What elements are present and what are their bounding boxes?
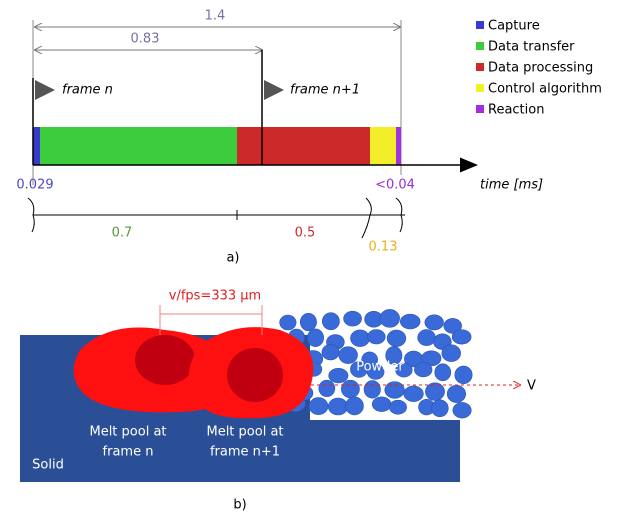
flag-label: frame n [62, 83, 113, 98]
powder-particle [380, 309, 400, 327]
flag-label: frame n+1 [290, 83, 360, 98]
powder-particle [300, 313, 316, 331]
duration-label: <0.04 [375, 178, 415, 193]
powder-particle [453, 402, 471, 418]
span-label: 0.83 [131, 32, 160, 47]
powder-particle [280, 315, 296, 330]
legend-label: Capture [488, 19, 540, 34]
powder-particle [404, 386, 424, 402]
duration-label: 0.7 [112, 226, 133, 241]
solid-label: Solid [32, 458, 64, 473]
powder-particle [447, 385, 466, 402]
powder-particle [452, 330, 471, 345]
powder-particle [319, 380, 335, 396]
legend-swatch [476, 105, 484, 113]
flag [35, 80, 55, 100]
duration-label: 0.029 [16, 178, 53, 193]
powder-particle [385, 382, 405, 399]
powder-particle [339, 347, 358, 364]
duration-label: 0.13 [369, 240, 398, 255]
powder-particle [346, 397, 364, 415]
figure: 1.4 0.83 frame n frame n+1 time [ms] 0.0… [0, 0, 636, 518]
span-label: 1.4 [205, 9, 226, 24]
powder-particle [307, 329, 323, 347]
legend-swatch [476, 84, 484, 92]
segment-processing [237, 127, 370, 165]
part-a: 1.4 0.83 frame n frame n+1 time [ms] 0.0… [16, 9, 601, 266]
powder-particle [455, 366, 472, 384]
powder-particle [364, 381, 380, 399]
melt-pool-label: Melt pool at [89, 425, 166, 440]
powder-particle [351, 330, 370, 347]
legend: Capture Data transfer Data processing Co… [476, 19, 602, 118]
legend-label: Reaction [488, 103, 544, 118]
powder-particle [367, 330, 385, 344]
legend-label: Data processing [488, 61, 593, 76]
powder-particle [442, 345, 461, 362]
powder-particle [414, 362, 432, 376]
melt-pool-core [135, 335, 195, 385]
powder-particle [329, 368, 348, 383]
powder-particle [431, 400, 448, 417]
caption: b) [233, 498, 246, 513]
legend-swatch [476, 63, 484, 71]
legend-label: Data transfer [488, 40, 575, 55]
legend-label: Control algorithm [488, 82, 602, 97]
caption: a) [226, 251, 239, 266]
powder-particle [372, 397, 391, 412]
powder-particle [387, 330, 406, 347]
melt-pool-label: frame n+1 [210, 445, 280, 460]
legend-swatch [476, 21, 484, 29]
powder-particle [322, 344, 339, 359]
powder-particle [418, 330, 436, 346]
powder-particle [435, 364, 451, 381]
segment-reaction [396, 127, 401, 165]
powder-label: Powder [356, 360, 404, 375]
powder-particle [389, 400, 406, 414]
melt-pool-core [227, 348, 283, 402]
flag [264, 80, 284, 100]
powder-particle [322, 313, 339, 330]
segment-control [370, 127, 396, 165]
axis-label: time [ms] [480, 178, 543, 193]
bracket [362, 198, 371, 238]
powder-particle [328, 398, 348, 415]
powder-particle [344, 311, 362, 326]
powder-particle [341, 380, 359, 398]
powder-particle [425, 315, 444, 330]
melt-pool-label: frame n [103, 445, 154, 460]
segment-capture [33, 127, 40, 165]
segment-transfer [40, 127, 237, 165]
duration-label: 0.5 [295, 226, 316, 241]
legend-swatch [476, 42, 484, 50]
velocity-label: V [527, 379, 536, 394]
powder-particle [309, 398, 328, 415]
part-b: v/fps=333 μm V Powder Melt pool at frame… [20, 289, 536, 513]
powder-particle [400, 314, 420, 329]
spacing-label: v/fps=333 μm [169, 289, 261, 304]
melt-pool-label: Melt pool at [206, 425, 283, 440]
powder-particle [425, 383, 444, 401]
